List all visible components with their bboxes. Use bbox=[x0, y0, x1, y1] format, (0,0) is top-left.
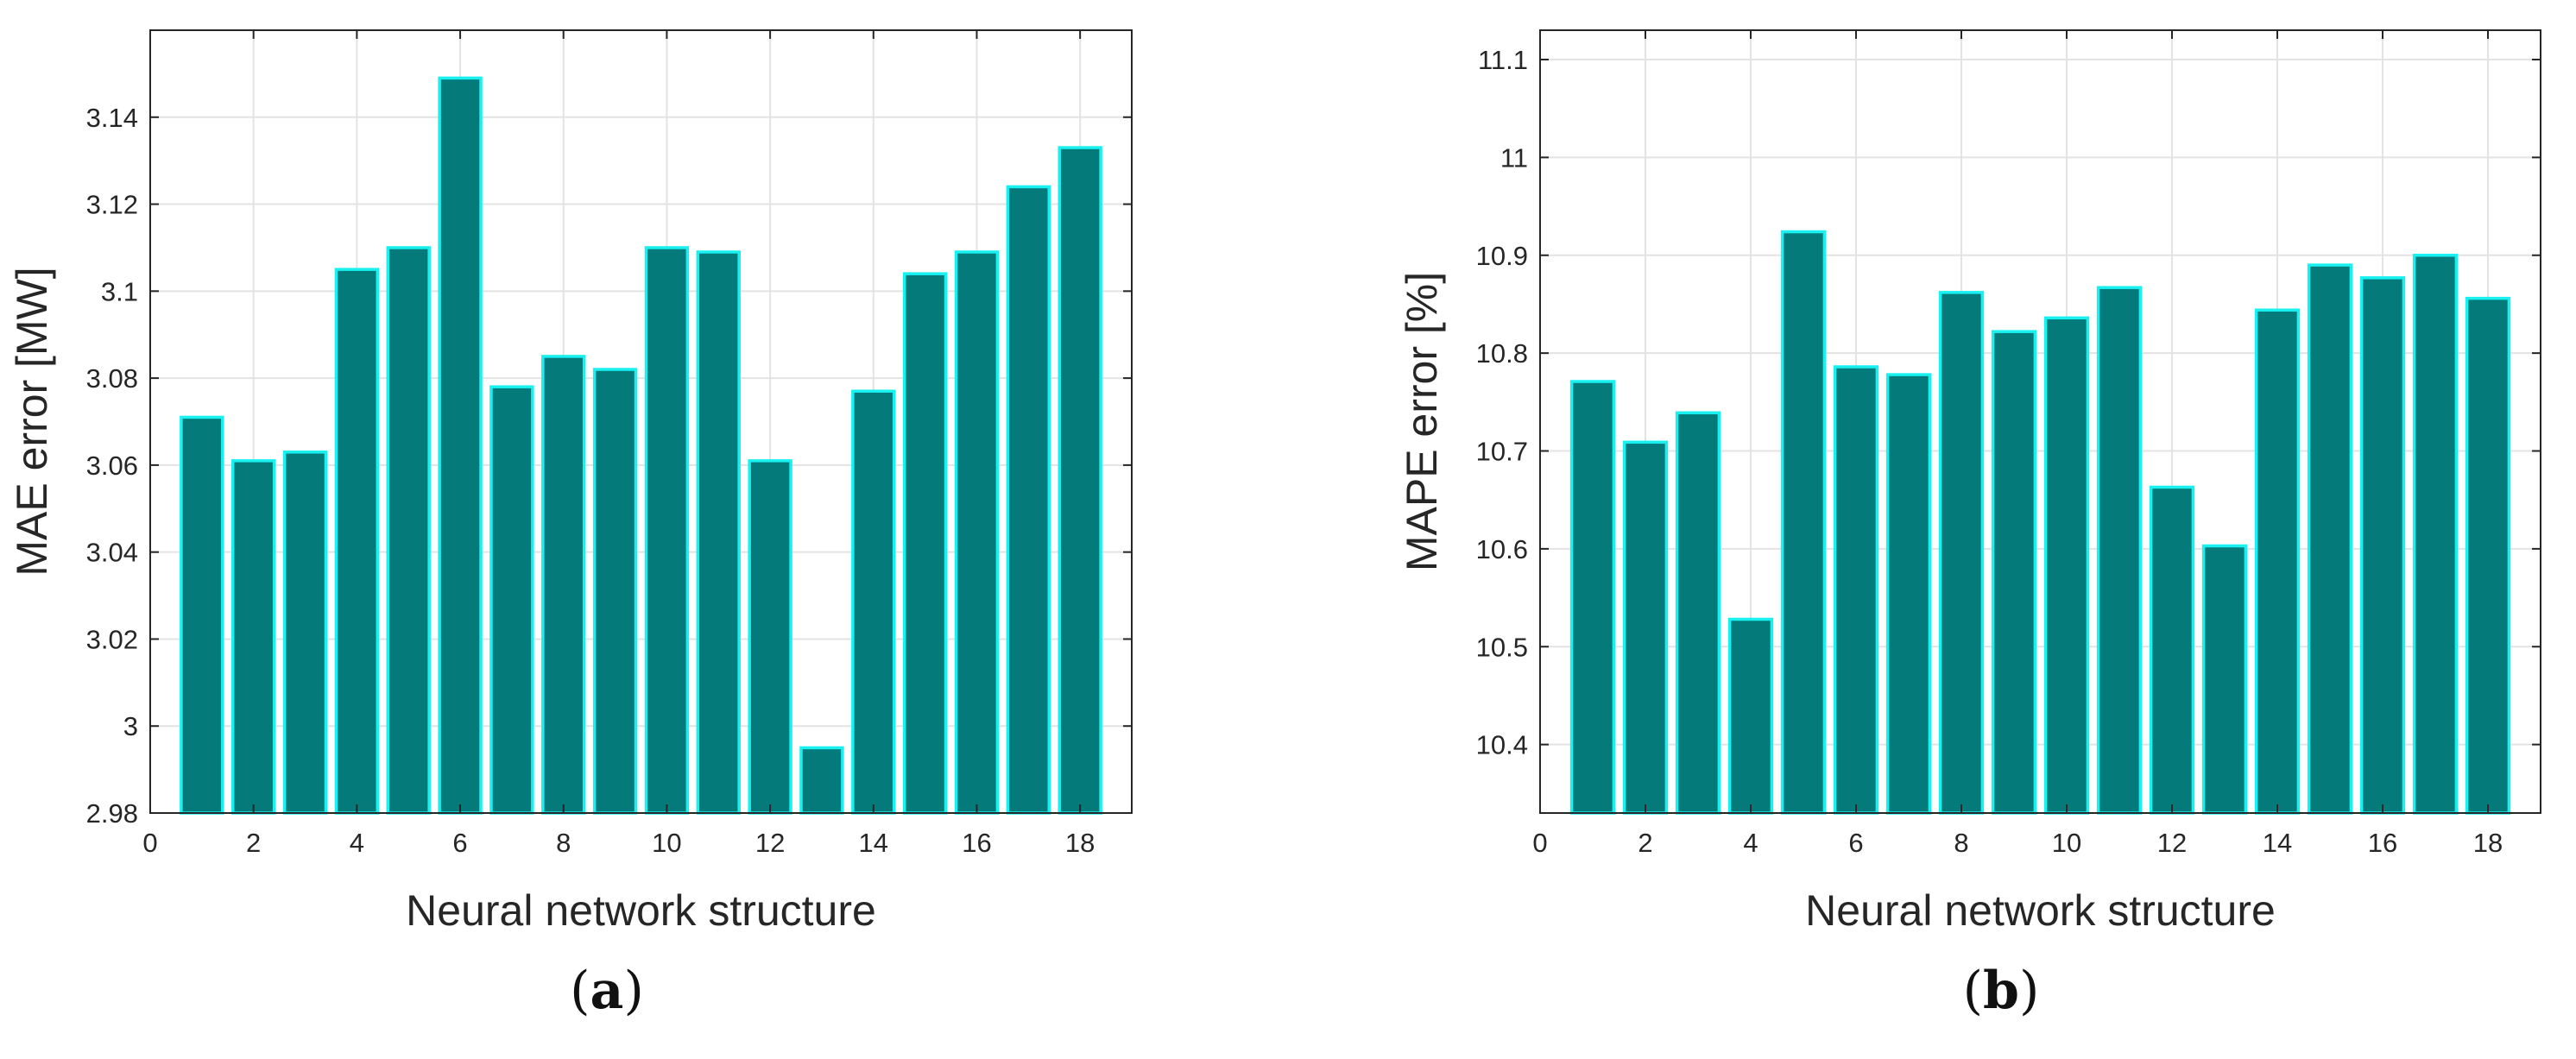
bar bbox=[644, 246, 690, 815]
y-tick-label: 10.7 bbox=[1476, 437, 1528, 467]
bar bbox=[2465, 296, 2511, 815]
x-tick-label: 10 bbox=[652, 828, 681, 858]
x-tick-label: 0 bbox=[1532, 828, 1547, 858]
x-tick-label: 6 bbox=[452, 828, 467, 858]
chart-mape: 0 2 4 6 8 10 12 14 16 18 10.4 10.5 10.6 10.7 10.8 10.9 1… bbox=[1398, 29, 2541, 935]
bar bbox=[592, 368, 638, 815]
bar bbox=[282, 451, 328, 815]
bar bbox=[2254, 308, 2301, 815]
x-tick-label: 8 bbox=[1954, 828, 1968, 858]
y-tick-label: 2.98 bbox=[86, 798, 138, 829]
x-tick-label: 10 bbox=[2052, 828, 2081, 858]
x-tick-label: 12 bbox=[2157, 828, 2187, 858]
y-tick-label: 10.6 bbox=[1476, 534, 1528, 564]
x-tick-label: 16 bbox=[962, 828, 991, 858]
bar bbox=[1727, 617, 1774, 815]
bar bbox=[1885, 373, 1932, 815]
y-tick-label: 11.1 bbox=[1478, 45, 1528, 75]
y-tick-label: 3.1 bbox=[101, 276, 138, 306]
y-tick-label: 3.12 bbox=[86, 190, 138, 220]
bar bbox=[851, 389, 896, 815]
bar bbox=[1675, 411, 1721, 815]
bar bbox=[2043, 316, 2090, 815]
y-tick-label: 10.8 bbox=[1476, 338, 1528, 369]
y-tick-label: 10.9 bbox=[1476, 241, 1528, 271]
bar bbox=[1622, 440, 1669, 815]
bar bbox=[1991, 330, 2037, 815]
y-axis-label: MAE error [MW] bbox=[8, 267, 56, 576]
bar bbox=[799, 746, 844, 815]
x-tick-label: 18 bbox=[1065, 828, 1095, 858]
bar bbox=[2201, 544, 2248, 815]
y-tick-label: 3.08 bbox=[86, 363, 138, 394]
axes-frame bbox=[149, 29, 1133, 814]
bar bbox=[2412, 254, 2459, 815]
chart-mae: 0 2 4 6 8 10 12 14 16 18 2.98 3 3.02 3.04 3.06 3.08 3.1 3… bbox=[8, 29, 1133, 935]
x-tick-label: 6 bbox=[1848, 828, 1863, 858]
bar bbox=[696, 250, 741, 815]
x-tick-label: 12 bbox=[755, 828, 785, 858]
x-axis-label: Neural network structure bbox=[1805, 886, 2276, 935]
bar bbox=[386, 246, 431, 815]
y-tick-label: 11 bbox=[1500, 142, 1528, 173]
bar bbox=[2096, 286, 2143, 815]
x-tick-label: 2 bbox=[1638, 828, 1652, 858]
bar bbox=[438, 76, 483, 815]
bar bbox=[748, 459, 792, 815]
bar bbox=[334, 268, 380, 815]
bar bbox=[541, 355, 586, 815]
y-tick-label: 10.4 bbox=[1476, 730, 1528, 760]
y-tick-label: 3.14 bbox=[86, 103, 138, 133]
y-tick-label: 3.04 bbox=[86, 538, 138, 568]
bar bbox=[902, 272, 948, 815]
bar bbox=[1058, 146, 1102, 815]
bar bbox=[180, 415, 224, 815]
bar bbox=[1006, 185, 1051, 815]
x-tick-label: 0 bbox=[142, 828, 157, 858]
y-axis-label: MAPE error [%] bbox=[1398, 272, 1446, 571]
x-tick-label: 8 bbox=[556, 828, 571, 858]
bar bbox=[230, 459, 276, 815]
bar bbox=[1938, 291, 1985, 815]
x-tick-label: 4 bbox=[1743, 828, 1758, 858]
y-tick-label: 3 bbox=[123, 711, 138, 741]
y-tick-label: 3.06 bbox=[86, 451, 138, 481]
panel-label-b: (b) bbox=[1963, 961, 2040, 1021]
x-tick-label: 14 bbox=[859, 828, 888, 858]
bar bbox=[2359, 276, 2406, 815]
x-tick-label: 16 bbox=[2368, 828, 2397, 858]
bar bbox=[1780, 230, 1827, 815]
panel-label-a: (a) bbox=[570, 961, 644, 1021]
x-tick-label: 14 bbox=[2263, 828, 2292, 858]
y-tick-label: 10.5 bbox=[1476, 632, 1528, 662]
x-tick-label: 4 bbox=[350, 828, 364, 858]
bar bbox=[1833, 365, 1879, 815]
bar bbox=[954, 250, 1000, 815]
bar bbox=[2149, 485, 2195, 815]
y-tick-label: 3.02 bbox=[86, 624, 138, 654]
x-axis-label: Neural network structure bbox=[406, 886, 876, 935]
axes-frame bbox=[1539, 29, 2541, 814]
bar bbox=[1569, 380, 1616, 815]
x-tick-label: 2 bbox=[246, 828, 261, 858]
x-tick-label: 18 bbox=[2473, 828, 2503, 858]
bar bbox=[489, 385, 534, 815]
bar bbox=[2307, 263, 2353, 815]
